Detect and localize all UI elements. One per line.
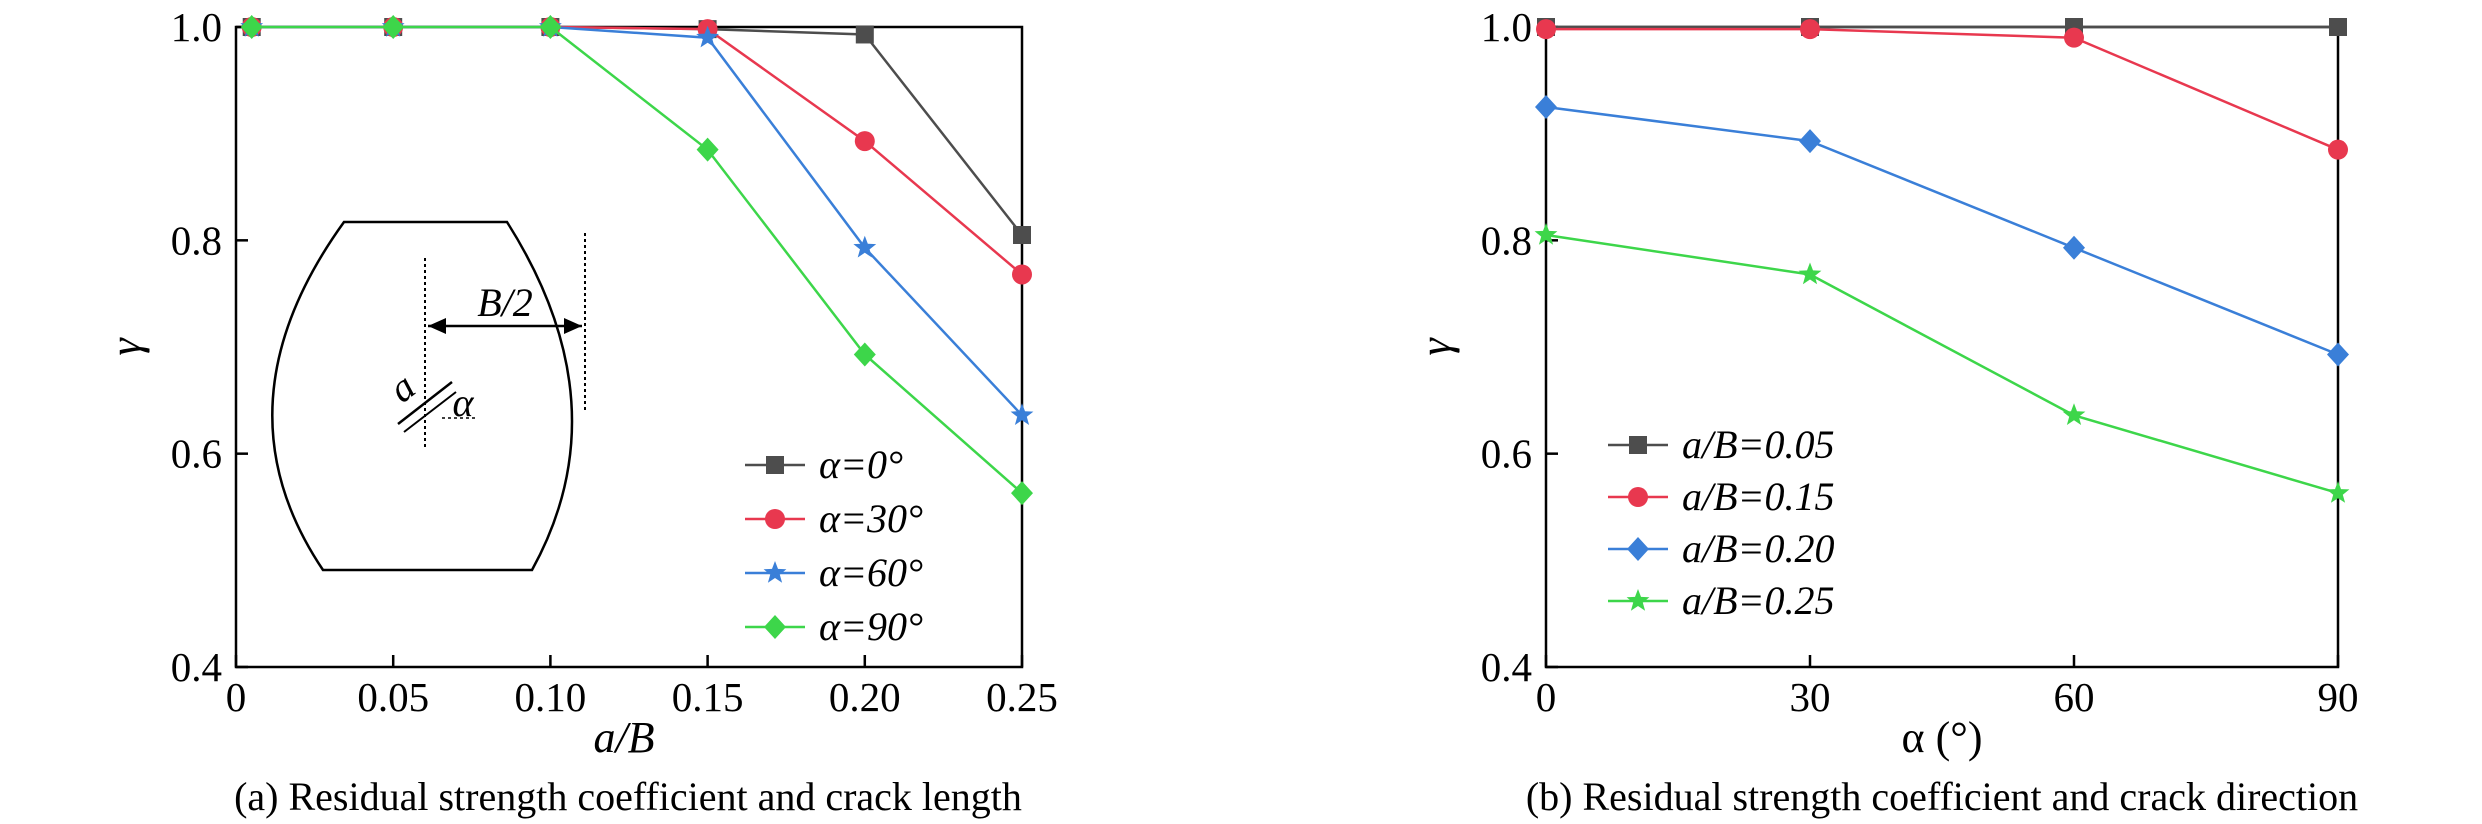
legend-marker-a-1 bbox=[765, 509, 785, 529]
data-point-a-2 bbox=[1010, 403, 1034, 425]
x-tick-label-a: 0.25 bbox=[986, 674, 1058, 720]
series-line-a-0 bbox=[251, 25, 1023, 236]
legend-b: a/B=0.05 a/B=0.15 a/B=0.20 a/B=0.25 bbox=[1608, 422, 1835, 623]
crack-angle-label: α bbox=[453, 380, 475, 425]
data-point-a-0 bbox=[855, 25, 874, 44]
legend-label-b-1: a/B=0.15 bbox=[1682, 474, 1835, 519]
legend-label-b-0: a/B=0.05 bbox=[1682, 422, 1835, 467]
x-axis-label-a: a/B bbox=[593, 713, 654, 762]
data-point-b-2 bbox=[1799, 129, 1821, 154]
caption-b: (b) Residual strength coefficient and cr… bbox=[1526, 774, 2358, 819]
dimension-label: B/2 bbox=[477, 280, 533, 325]
series-line-a-1 bbox=[251, 25, 1023, 276]
caption-a: (a) Residual strength coefficient and cr… bbox=[234, 774, 1022, 819]
x-axis-label-b: α (°) bbox=[1902, 713, 1983, 762]
legend-marker-b-1 bbox=[1628, 487, 1648, 507]
specimen-outline bbox=[271, 220, 574, 572]
x-axis-b: 0 30 60 90 bbox=[1536, 655, 2359, 720]
y-tick-label-b: 0.4 bbox=[1481, 644, 1532, 690]
legend-label-a-1: α=30° bbox=[819, 496, 923, 541]
legend-label-a-0: α=0° bbox=[819, 442, 903, 487]
crack-dim-arrow bbox=[403, 391, 457, 433]
x-tick-label-a: 0.15 bbox=[672, 674, 744, 720]
x-tick-label-b: 90 bbox=[2318, 674, 2359, 720]
x-tick-label-b: 60 bbox=[2054, 674, 2095, 720]
panel-b-crack-direction: 0.40.60.81.0 0 30 60 90 γ α (°) a/B=0.05a/B… bbox=[1411, 4, 2359, 819]
x-tick-label-b: 30 bbox=[1790, 674, 1831, 720]
crack-line bbox=[397, 381, 453, 425]
data-point-b-0 bbox=[2329, 18, 2347, 36]
series-line-b-2 bbox=[1545, 105, 2339, 356]
data-point-a-1 bbox=[1012, 264, 1032, 285]
legend-label-b-3: a/B=0.25 bbox=[1682, 578, 1835, 623]
data-point-a-2 bbox=[853, 235, 877, 258]
x-tick-label-a: 0 bbox=[226, 674, 247, 720]
legend-marker-b-2 bbox=[1627, 537, 1649, 561]
data-point-b-1 bbox=[2064, 27, 2084, 48]
data-point-a-3 bbox=[240, 15, 263, 39]
y-axis-label-a: γ bbox=[101, 337, 150, 356]
x-tick-label-a: 0.10 bbox=[515, 674, 587, 720]
data-point-a-3 bbox=[853, 342, 876, 367]
y-tick-label-a: 1.0 bbox=[171, 4, 222, 50]
data-point-b-3 bbox=[2062, 403, 2086, 425]
panel-a-crack-length: 0.4 0.6 0.8 1.0 0 0.05 0.10 0.15 0.20 0.25 γ a/B… bbox=[101, 4, 1058, 819]
legend-a: α=0° α=30° α=60° α=90° bbox=[745, 442, 923, 649]
data-point-a-0 bbox=[1013, 226, 1031, 244]
crack-length-label: a bbox=[380, 363, 423, 411]
series-line-a-3 bbox=[251, 25, 1023, 495]
x-tick-label-a: 0.20 bbox=[829, 674, 901, 720]
data-point-b-3 bbox=[2326, 481, 2350, 503]
x-tick-label-a: 0.05 bbox=[357, 674, 429, 720]
legend-label-a-3: α=90° bbox=[819, 604, 923, 649]
y-tick-label-a: 0.8 bbox=[171, 217, 222, 263]
y-axis-a: 0.4 0.6 0.8 1.0 bbox=[171, 4, 248, 690]
legend-marker-a-0 bbox=[766, 456, 784, 474]
legend-label-a-2: α=60° bbox=[819, 550, 923, 595]
y-tick-label-a: 0.6 bbox=[171, 431, 222, 477]
legend-marker-b-0 bbox=[1629, 436, 1647, 454]
x-tick-label-b: 0 bbox=[1536, 674, 1557, 720]
legend-marker-a-2 bbox=[763, 561, 787, 583]
dimension-arrowhead-left bbox=[428, 318, 446, 334]
series-line-b-1 bbox=[1546, 27, 2339, 151]
data-point-b-2 bbox=[2063, 235, 2085, 260]
series-group-b bbox=[1534, 18, 2350, 503]
y-axis-b: 0.4 0.6 0.8 1.0 bbox=[1481, 4, 1558, 690]
data-point-a-1 bbox=[854, 131, 875, 152]
data-point-a-3 bbox=[696, 137, 719, 162]
legend-label-b-2: a/B=0.20 bbox=[1682, 526, 1835, 571]
data-point-b-1 bbox=[2328, 139, 2348, 160]
data-point-b-2 bbox=[2327, 342, 2349, 367]
data-point-b-3 bbox=[1534, 223, 1558, 245]
y-axis-label-b: γ bbox=[1411, 337, 1460, 356]
data-point-a-3 bbox=[1011, 481, 1033, 506]
y-tick-label-a: 0.4 bbox=[171, 644, 222, 690]
legend-marker-b-3 bbox=[1626, 589, 1650, 611]
data-point-b-2 bbox=[1535, 95, 1557, 119]
series-line-b-3 bbox=[1545, 233, 2339, 495]
specimen-sketch: B/2 a α bbox=[271, 220, 586, 572]
data-point-b-1 bbox=[1800, 19, 1820, 40]
y-tick-label-b: 0.6 bbox=[1481, 431, 1532, 477]
data-point-b-1 bbox=[1536, 19, 1556, 40]
y-tick-label-b: 0.8 bbox=[1481, 217, 1532, 263]
data-point-a-2 bbox=[696, 25, 719, 48]
series-group-a bbox=[240, 15, 1034, 506]
dimension-arrowhead-right bbox=[564, 318, 582, 334]
data-point-b-3 bbox=[1798, 262, 1822, 285]
data-point-a-3 bbox=[539, 15, 562, 39]
data-point-a-3 bbox=[382, 15, 405, 39]
x-axis-a: 0 0.05 0.10 0.15 0.20 0.25 bbox=[226, 655, 1058, 720]
legend-marker-a-3 bbox=[764, 615, 786, 639]
y-tick-label-b: 1.0 bbox=[1481, 4, 1532, 50]
